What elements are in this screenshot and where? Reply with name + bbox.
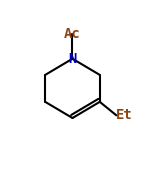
Text: Ac: Ac <box>64 27 81 41</box>
Text: Et: Et <box>116 108 133 122</box>
Text: N: N <box>68 52 77 66</box>
